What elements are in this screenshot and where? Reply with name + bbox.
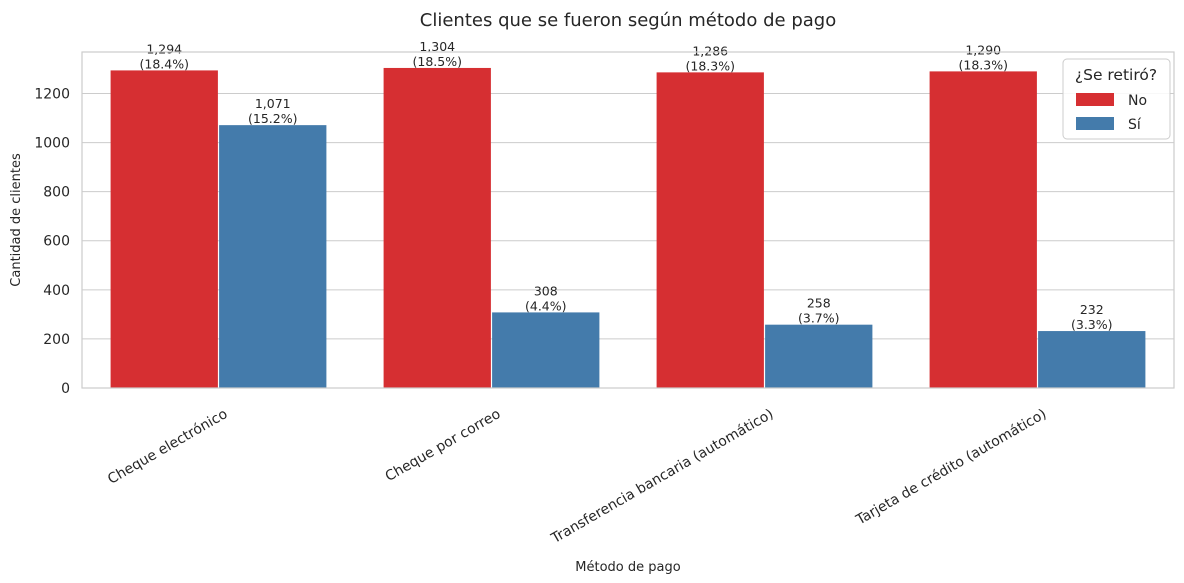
x-tick-label: Tarjeta de crédito (automático)	[853, 406, 1050, 529]
y-tick-label: 400	[43, 283, 70, 299]
bar	[383, 67, 491, 388]
data-label-percent: (3.3%)	[1071, 317, 1113, 332]
bar	[110, 70, 218, 389]
y-tick-label: 800	[43, 185, 70, 201]
chart-title: Clientes que se fueron según método de p…	[420, 10, 836, 31]
data-label-percent: (18.5%)	[413, 54, 462, 69]
x-tick-label: Transferencia bancaria (automático)	[548, 406, 777, 547]
data-label-percent: (18.3%)	[686, 58, 735, 73]
data-label-value: 1,294	[146, 41, 182, 56]
data-label-value: 258	[807, 296, 831, 311]
data-label-percent: (3.7%)	[798, 311, 840, 326]
x-tick-label: Cheque por correo	[383, 406, 504, 485]
bars	[110, 67, 1146, 389]
plot-frame	[81, 51, 1175, 389]
x-axis-label: Método de pago	[575, 560, 680, 575]
bar	[929, 71, 1037, 388]
legend-swatch-si	[1076, 117, 1114, 130]
data-label-value: 1,071	[255, 96, 291, 111]
data-label-value: 232	[1080, 302, 1104, 317]
data-label-percent: (15.2%)	[248, 111, 297, 126]
legend: ¿Se retiró? No Sí	[1062, 58, 1171, 140]
bar	[1038, 331, 1146, 388]
y-tick-label: 1200	[34, 86, 70, 102]
y-axis-label: Cantidad de clientes	[9, 153, 24, 287]
x-tick-labels: Cheque electrónico Cheque por correo Trans…	[105, 406, 1049, 547]
data-labels: 1,294(18.4%)1,071(15.2%)1,304(18.5%)308(…	[140, 39, 1113, 332]
data-label-value: 1,290	[965, 42, 1001, 57]
legend-swatch-no	[1076, 93, 1114, 106]
y-tick-label: 0	[61, 381, 70, 397]
x-tick-label: Cheque electrónico	[105, 406, 230, 488]
legend-title: ¿Se retiró?	[1075, 66, 1157, 84]
legend-label-no: No	[1128, 93, 1147, 109]
data-label-percent: (4.4%)	[525, 298, 567, 313]
y-tick-label: 1000	[34, 136, 70, 152]
y-tick-label: 200	[43, 332, 70, 348]
y-tick-labels: 0 200 400 600 800 1000 1200	[34, 86, 70, 397]
data-label-value: 1,286	[692, 43, 728, 58]
data-label-value: 308	[534, 283, 558, 298]
data-label-percent: (18.3%)	[959, 57, 1008, 72]
bar	[656, 72, 764, 389]
data-label-value: 1,304	[419, 39, 455, 54]
bar	[219, 125, 327, 388]
bar	[492, 312, 600, 388]
data-label-percent: (18.4%)	[140, 56, 189, 71]
bar	[765, 324, 873, 388]
legend-label-si: Sí	[1128, 117, 1142, 133]
y-tick-label: 600	[43, 234, 70, 250]
